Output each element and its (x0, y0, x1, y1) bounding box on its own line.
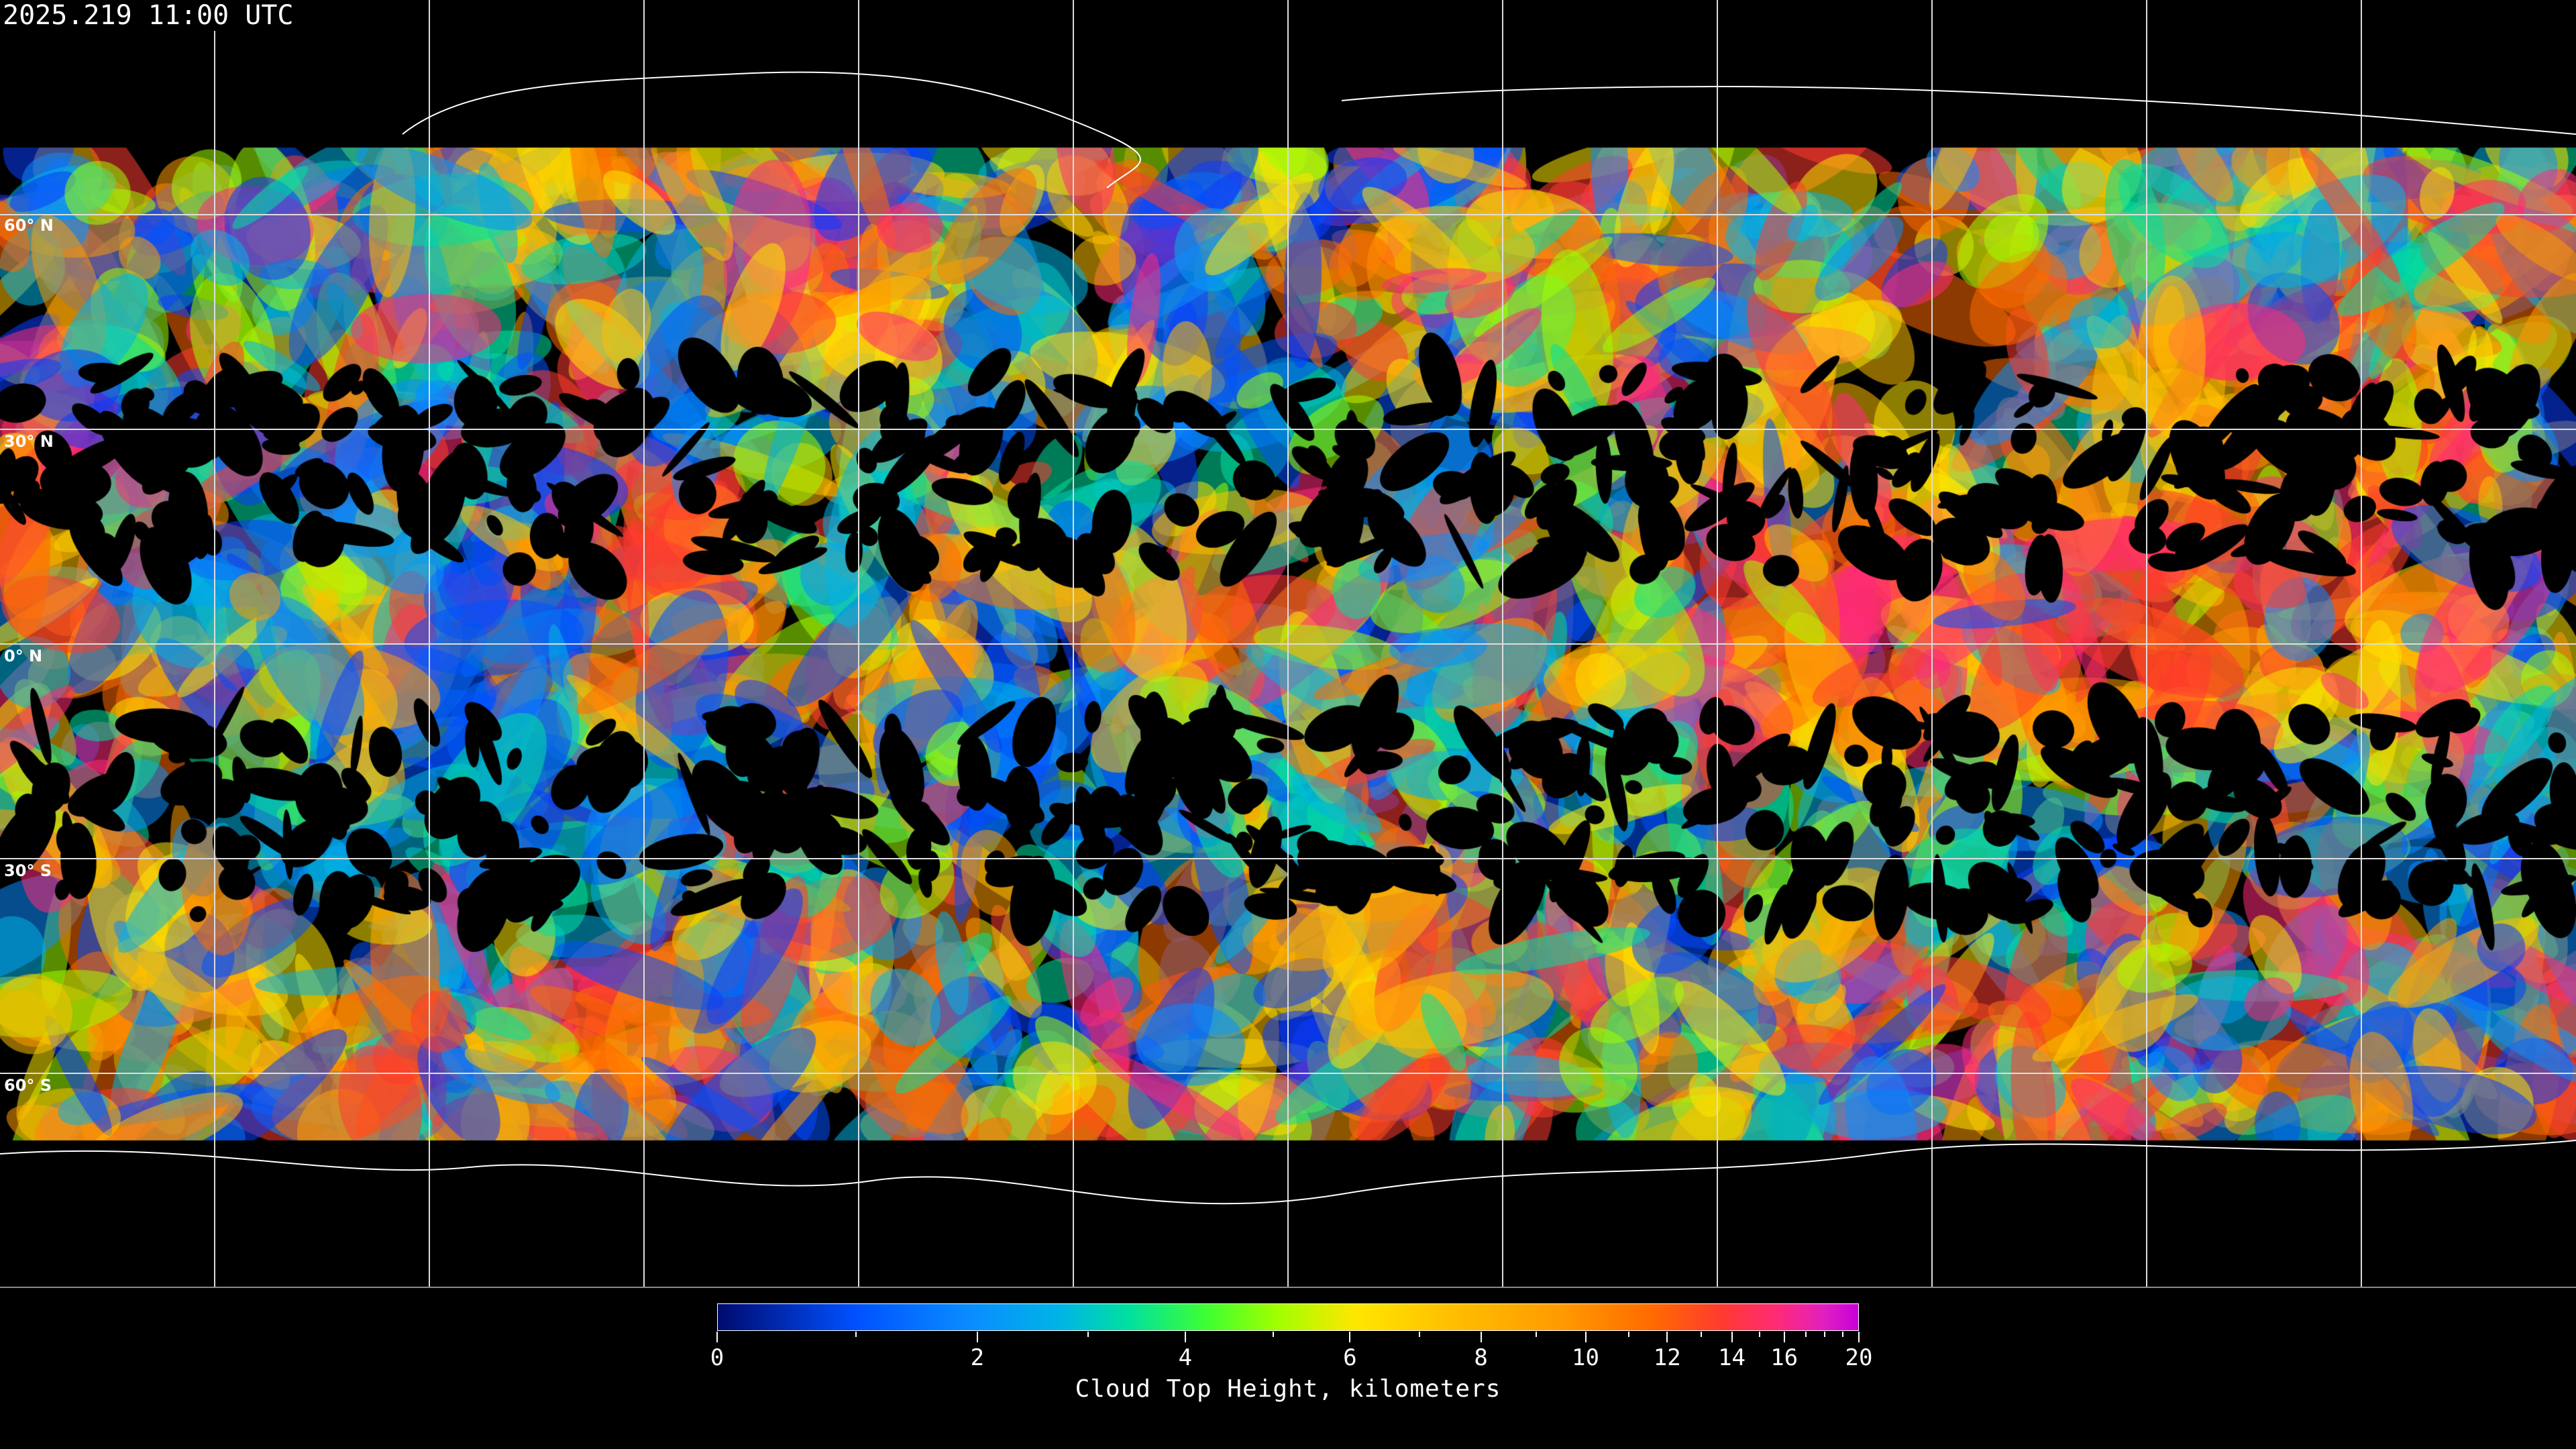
colorbar-major-tick (1585, 1332, 1587, 1342)
colorbar-minor-tick (1700, 1332, 1702, 1337)
colorbar-minor-tick (855, 1332, 857, 1337)
colorbar-major-tick (1783, 1332, 1785, 1342)
lat-label-60n: 60° N (4, 216, 54, 235)
map-border (0, 1287, 2576, 1288)
colorbar-major-tick (1666, 1332, 1668, 1342)
colorbar-tick-label: 0 (710, 1344, 724, 1371)
timestamp-label: 2025.219 11:00 UTC (3, 0, 298, 31)
colorbar-major-tick (976, 1332, 978, 1342)
colorbar-minor-tick (1536, 1332, 1538, 1337)
colorbar-tick-label: 10 (1572, 1344, 1600, 1371)
colorbar-major-tick (1480, 1332, 1482, 1342)
colorbar-minor-tick (1272, 1332, 1274, 1337)
colorbar-tick-label: 2 (970, 1344, 985, 1371)
colorbar-minor-tick (1824, 1332, 1826, 1337)
lat-label-60s: 60° S (4, 1076, 52, 1095)
colorbar (717, 1303, 1859, 1331)
colorbar-minor-tick (1841, 1332, 1843, 1337)
colorbar-title: Cloud Top Height, kilometers (1075, 1375, 1501, 1403)
colorbar-major-tick (1731, 1332, 1733, 1342)
colorbar-tick-label: 20 (1845, 1344, 1873, 1371)
colorbar-tick-label: 16 (1770, 1344, 1799, 1371)
coastline (0, 1140, 2576, 1205)
colorbar-tick-label: 14 (1718, 1344, 1746, 1371)
coastline (402, 71, 1141, 189)
lat-lon-gridlines (0, 0, 2576, 1288)
lat-label-30s: 30° S (4, 861, 52, 880)
colorbar-minor-tick (1758, 1332, 1760, 1337)
lat-label-30n: 30° N (4, 432, 54, 451)
colorbar-minor-tick (1805, 1332, 1807, 1337)
colorbar-minor-tick (1418, 1332, 1420, 1337)
colorbar-major-tick (1858, 1332, 1860, 1342)
colorbar-major-tick (1184, 1332, 1186, 1342)
coastline (1341, 86, 2576, 135)
colorbar-tick-label: 8 (1474, 1344, 1488, 1371)
colorbar-tick-label: 12 (1653, 1344, 1681, 1371)
colorbar-tick-label: 4 (1178, 1344, 1193, 1371)
colorbar-minor-tick (1627, 1332, 1629, 1337)
lat-label-0: 0° N (4, 647, 43, 665)
colorbar-tick-label: 6 (1343, 1344, 1357, 1371)
colorbar-minor-tick (1087, 1332, 1089, 1337)
colorbar-major-tick (1349, 1332, 1351, 1342)
colorbar-major-tick (716, 1332, 718, 1342)
